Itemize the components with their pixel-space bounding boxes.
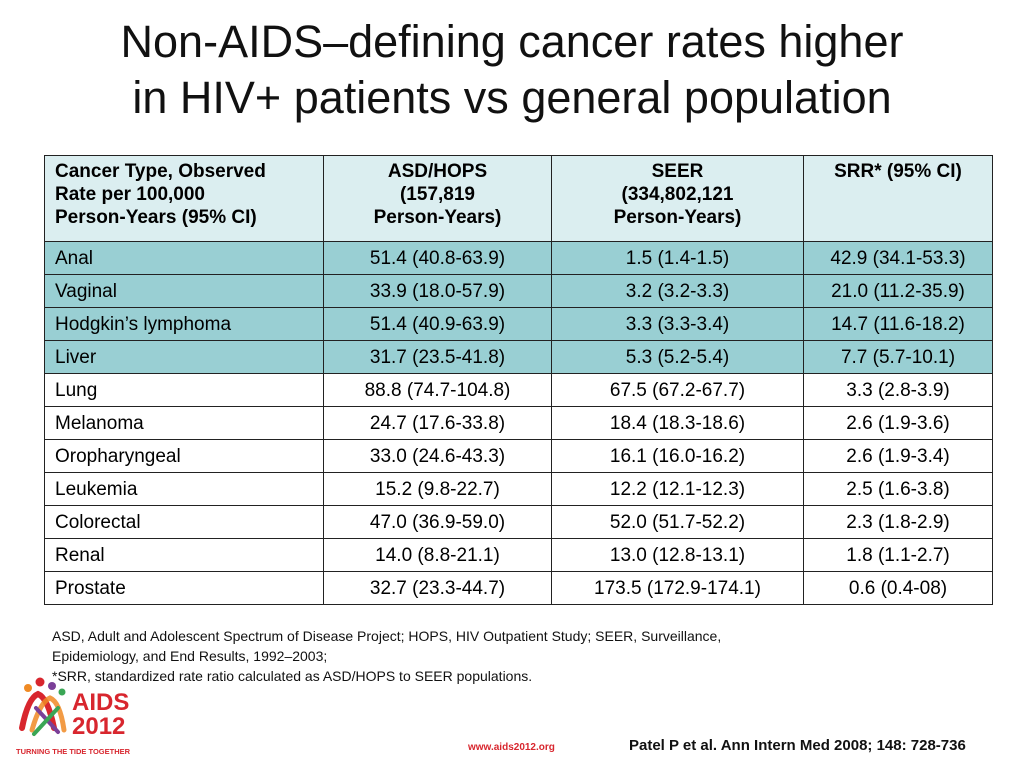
cell-cancer-type: Lung <box>44 373 324 407</box>
table-row: Oropharyngeal 33.0 (24.6-43.3) 16.1 (16.0-… <box>44 439 993 473</box>
cell-cancer-type: Liver <box>44 340 324 374</box>
logo-text-aids: AIDS <box>72 689 129 716</box>
footnote-line-3: *SRR, standardized rate ratio calculated… <box>52 668 533 684</box>
table-row: Melanoma 24.7 (17.6-33.8) 18.4 (18.3-18.6)… <box>44 406 993 440</box>
header-seer: SEER (334,802,121 Person-Years) <box>551 155 804 242</box>
cancer-rates-table: Cancer Type, Observed Rate per 100,000 P… <box>44 155 993 605</box>
slide-title: Non-AIDS–defining cancer rates higher in… <box>0 14 1024 126</box>
footnote: ASD, Adult and Adolescent Spectrum of Di… <box>52 626 932 686</box>
ribbon-people-icon <box>19 677 67 736</box>
table-row: Lung 88.8 (74.7-104.8) 67.5 (67.2-67.7) 3.3… <box>44 373 993 407</box>
cell-srr: 14.7 (11.6-18.2) <box>803 307 993 341</box>
cell-seer-rate: 67.5 (67.2-67.7) <box>551 373 804 407</box>
table-row: Prostate 32.7 (23.3-44.7) 173.5 (172.9-174… <box>44 571 993 605</box>
cell-cancer-type: Colorectal <box>44 505 324 539</box>
header-cancer-type: Cancer Type, Observed Rate per 100,000 P… <box>44 155 324 242</box>
table-row: Hodgkin’s lymphoma 51.4 (40.9-63.9) 3.3 (3… <box>44 307 993 341</box>
cell-asd-hops-rate: 51.4 (40.9-63.9) <box>323 307 552 341</box>
table-header-row: Cancer Type, Observed Rate per 100,000 P… <box>44 155 993 242</box>
cell-srr: 0.6 (0.4-08) <box>803 571 993 605</box>
citation: Patel P et al. Ann Intern Med 2008; 148:… <box>629 737 966 754</box>
cell-seer-rate: 12.2 (12.1-12.3) <box>551 472 804 506</box>
table-body: Anal 51.4 (40.8-63.9) 1.5 (1.4-1.5) 42.9 (3… <box>44 241 993 605</box>
cell-seer-rate: 3.3 (3.3-3.4) <box>551 307 804 341</box>
cell-seer-rate: 3.2 (3.2-3.3) <box>551 274 804 308</box>
cell-srr: 1.8 (1.1-2.7) <box>803 538 993 572</box>
footnote-line-2: Epidemiology, and End Results, 1992–2003… <box>52 648 328 664</box>
header-asd-hops: ASD/HOPS (157,819 Person-Years) <box>323 155 552 242</box>
cell-srr: 2.3 (1.8-2.9) <box>803 505 993 539</box>
header-line: Person-Years (95% CI) <box>55 207 257 228</box>
header-line: ASD/HOPS <box>387 161 488 182</box>
cell-seer-rate: 5.3 (5.2-5.4) <box>551 340 804 374</box>
cell-seer-rate: 173.5 (172.9-174.1) <box>551 571 804 605</box>
cell-srr: 42.9 (34.1-53.3) <box>803 241 993 275</box>
cell-seer-rate: 13.0 (12.8-13.1) <box>551 538 804 572</box>
table-row: Colorectal 47.0 (36.9-59.0) 52.0 (51.7-52.… <box>44 505 993 539</box>
cell-cancer-type: Oropharyngeal <box>44 439 324 473</box>
cell-seer-rate: 16.1 (16.0-16.2) <box>551 439 804 473</box>
table-row: Liver 31.7 (23.5-41.8) 5.3 (5.2-5.4) 7.7 (5… <box>44 340 993 374</box>
logo-text-year: 2012 <box>72 713 125 740</box>
cell-srr: 21.0 (11.2-35.9) <box>803 274 993 308</box>
cell-asd-hops-rate: 24.7 (17.6-33.8) <box>323 406 552 440</box>
logo-tagline: TURNING THE TIDE TOGETHER <box>16 747 131 756</box>
aids2012-logo: AIDS 2012 TURNING THE TIDE TOGETHER <box>16 677 131 756</box>
footnote-line-1: ASD, Adult and Adolescent Spectrum of Di… <box>52 628 722 644</box>
cell-cancer-type: Vaginal <box>44 274 324 308</box>
cell-seer-rate: 52.0 (51.7-52.2) <box>551 505 804 539</box>
cell-asd-hops-rate: 51.4 (40.8-63.9) <box>323 241 552 275</box>
header-line: Cancer Type, Observed <box>55 161 266 182</box>
cell-cancer-type: Prostate <box>44 571 324 605</box>
cell-srr: 7.7 (5.7-10.1) <box>803 340 993 374</box>
cell-srr: 2.5 (1.6-3.8) <box>803 472 993 506</box>
header-line: (157,819 <box>399 184 475 205</box>
table-row: Renal 14.0 (8.8-21.1) 13.0 (12.8-13.1) 1.8 … <box>44 538 993 572</box>
header-srr: SRR* (95% CI) <box>803 155 993 242</box>
header-line: Rate per 100,000 <box>55 184 205 205</box>
cell-asd-hops-rate: 33.0 (24.6-43.3) <box>323 439 552 473</box>
table-row: Anal 51.4 (40.8-63.9) 1.5 (1.4-1.5) 42.9 (3… <box>44 241 993 275</box>
cell-asd-hops-rate: 88.8 (74.7-104.8) <box>323 373 552 407</box>
cell-cancer-type: Melanoma <box>44 406 324 440</box>
header-line: (334,802,121 <box>621 184 734 205</box>
slide-title-line-1: Non-AIDS–defining cancer rates higher <box>120 16 904 67</box>
cell-srr: 3.3 (2.8-3.9) <box>803 373 993 407</box>
header-line: Person-Years) <box>613 207 742 228</box>
cell-cancer-type: Leukemia <box>44 472 324 506</box>
cell-asd-hops-rate: 14.0 (8.8-21.1) <box>323 538 552 572</box>
table-row: Leukemia 15.2 (9.8-22.7) 12.2 (12.1-12.3) 2… <box>44 472 993 506</box>
cell-asd-hops-rate: 32.7 (23.3-44.7) <box>323 571 552 605</box>
slide-title-line-2: in HIV+ patients vs general population <box>132 72 892 123</box>
cell-asd-hops-rate: 47.0 (36.9-59.0) <box>323 505 552 539</box>
website-link[interactable]: www.aids2012.org <box>468 742 555 753</box>
cell-asd-hops-rate: 15.2 (9.8-22.7) <box>323 472 552 506</box>
cell-srr: 2.6 (1.9-3.4) <box>803 439 993 473</box>
header-line: SEER <box>651 161 704 182</box>
cell-cancer-type: Renal <box>44 538 324 572</box>
cell-seer-rate: 1.5 (1.4-1.5) <box>551 241 804 275</box>
cell-cancer-type: Hodgkin’s lymphoma <box>44 307 324 341</box>
cell-srr: 2.6 (1.9-3.6) <box>803 406 993 440</box>
header-line: Person-Years) <box>373 207 502 228</box>
table-row: Vaginal 33.9 (18.0-57.9) 3.2 (3.2-3.3) 21.0… <box>44 274 993 308</box>
cell-seer-rate: 18.4 (18.3-18.6) <box>551 406 804 440</box>
cell-cancer-type: Anal <box>44 241 324 275</box>
cell-asd-hops-rate: 31.7 (23.5-41.8) <box>323 340 552 374</box>
header-line: SRR* (95% CI) <box>834 161 962 182</box>
cell-asd-hops-rate: 33.9 (18.0-57.9) <box>323 274 552 308</box>
